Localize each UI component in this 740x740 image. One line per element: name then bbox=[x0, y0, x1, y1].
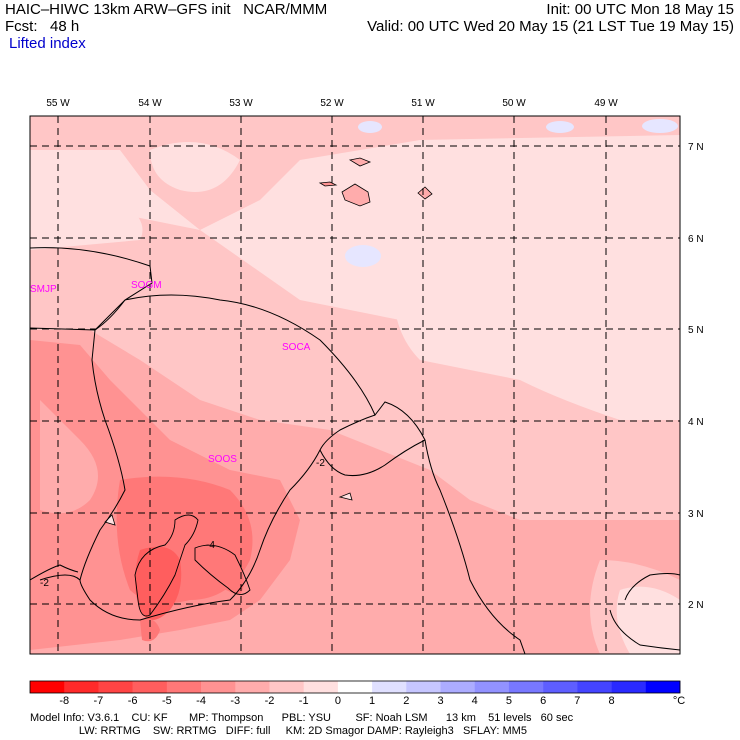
forecast-hour: Fcst: 48 h bbox=[5, 18, 80, 35]
color-scale-swatch bbox=[30, 681, 65, 693]
init-time: Init: 00 UTC Mon 18 May 15 bbox=[546, 1, 734, 18]
color-scale-swatch bbox=[474, 681, 510, 693]
lat-label: 2 N bbox=[688, 600, 704, 611]
lon-label: 49 W bbox=[594, 98, 618, 109]
color-scale-swatch bbox=[166, 681, 202, 693]
lon-label: 52 W bbox=[320, 98, 344, 109]
color-scale-swatch bbox=[337, 681, 373, 693]
map-frame bbox=[29, 115, 681, 655]
color-scale-swatch bbox=[577, 681, 612, 693]
political-borders bbox=[30, 247, 680, 654]
color-scale-swatch bbox=[132, 681, 168, 693]
color-scale-swatch bbox=[508, 681, 544, 693]
contour-label: -4 bbox=[206, 540, 215, 551]
lon-label: 51 W bbox=[411, 98, 435, 109]
station-label: SOOS bbox=[208, 454, 237, 465]
lon-label: 55 W bbox=[46, 98, 70, 109]
field-name: Lifted index bbox=[9, 35, 86, 52]
color-scale-swatch bbox=[611, 681, 647, 693]
color-scale-tick-label: -5 bbox=[162, 695, 172, 707]
lat-label: 4 N bbox=[688, 417, 704, 428]
color-scale-tick-label: -3 bbox=[230, 695, 240, 707]
station-label: SMJP bbox=[30, 284, 57, 295]
color-scale-bar bbox=[29, 680, 681, 694]
color-scale-swatch bbox=[645, 681, 681, 693]
lat-lon-grid bbox=[30, 116, 680, 654]
color-scale-tick-label: -1 bbox=[299, 695, 309, 707]
color-scale-tick-label: 8 bbox=[609, 695, 615, 707]
color-scale-swatch bbox=[406, 681, 441, 693]
station-label: SOGM bbox=[131, 280, 162, 291]
color-scale-tick-label: -4 bbox=[196, 695, 206, 707]
lat-label: 5 N bbox=[688, 325, 704, 336]
color-scale-tick-label: 4 bbox=[472, 695, 478, 707]
lat-label: 3 N bbox=[688, 509, 704, 520]
color-scale-tick-label: 7 bbox=[574, 695, 580, 707]
model-info-line1: Model Info: V3.6.1 CU: KF MP: Thompson P… bbox=[30, 712, 574, 724]
color-scale-labels: -8 -7 -6 -5 -4 -3 -2 -1 0 1 2 3 4 5 6 7 8 bbox=[59, 695, 614, 707]
color-scale-swatch bbox=[372, 681, 407, 693]
contour-label: -2 bbox=[316, 458, 325, 469]
model-title: HAIC–HIWC 13km ARW–GFS init NCAR/MMM bbox=[5, 1, 328, 18]
color-scale-tick-label: 5 bbox=[506, 695, 512, 707]
model-info-line2: LW: RRTMG SW: RRTMG DIFF: full KM: 2D Sm… bbox=[30, 725, 527, 737]
lon-label: 53 W bbox=[229, 98, 253, 109]
color-scale-tick-label: 3 bbox=[437, 695, 443, 707]
color-scale-unit: °C bbox=[673, 695, 685, 707]
color-scale-tick-label: -7 bbox=[94, 695, 104, 707]
valid-time: Valid: 00 UTC Wed 20 May 15 (21 LST Tue … bbox=[367, 18, 734, 35]
color-scale-swatch bbox=[98, 681, 133, 693]
color-scale-tick-label: 2 bbox=[403, 695, 409, 707]
lat-label: 6 N bbox=[688, 234, 704, 245]
contour-label: -2 bbox=[40, 578, 49, 589]
color-scale-tick-label: 1 bbox=[369, 695, 375, 707]
color-scale-tick-label: -2 bbox=[265, 695, 275, 707]
color-scale-swatch bbox=[201, 681, 236, 693]
color-scale-tick-label: -6 bbox=[128, 695, 138, 707]
color-scale-swatch bbox=[235, 681, 270, 693]
color-scale-swatch bbox=[64, 681, 99, 693]
lon-label: 50 W bbox=[502, 98, 526, 109]
lon-label: 54 W bbox=[138, 98, 162, 109]
color-scale-tick-label: -8 bbox=[59, 695, 69, 707]
lifted-index-field bbox=[30, 116, 680, 654]
color-scale-swatch bbox=[543, 681, 578, 693]
station-label: SOCA bbox=[282, 342, 311, 353]
lat-label: 7 N bbox=[688, 142, 704, 153]
color-scale-tick-label: 6 bbox=[540, 695, 546, 707]
color-scale-swatch bbox=[269, 681, 304, 693]
color-scale-swatch bbox=[440, 681, 476, 693]
color-scale-frame bbox=[29, 680, 681, 694]
color-scale-swatch bbox=[303, 681, 339, 693]
color-scale-tick-label: 0 bbox=[335, 695, 341, 707]
